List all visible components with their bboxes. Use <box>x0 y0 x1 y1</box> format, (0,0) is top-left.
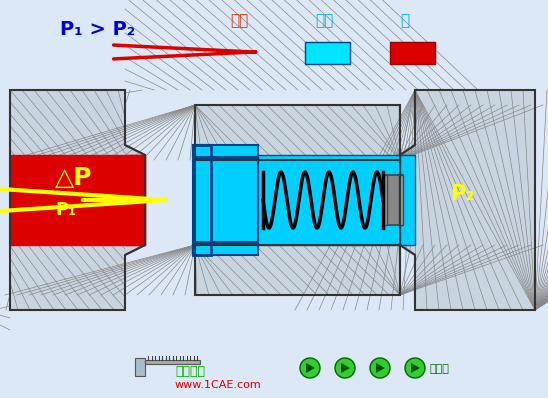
Polygon shape <box>306 363 315 373</box>
Circle shape <box>405 358 425 378</box>
FancyBboxPatch shape <box>10 155 145 245</box>
FancyBboxPatch shape <box>193 145 211 255</box>
FancyBboxPatch shape <box>195 105 400 160</box>
FancyBboxPatch shape <box>195 158 258 242</box>
Circle shape <box>335 358 355 378</box>
Text: 仿真在线: 仿真在线 <box>175 365 205 378</box>
FancyBboxPatch shape <box>385 175 403 225</box>
Text: 孔隙: 孔隙 <box>230 13 248 28</box>
FancyBboxPatch shape <box>383 175 387 225</box>
Text: P₂: P₂ <box>450 184 475 204</box>
Polygon shape <box>376 363 385 373</box>
Text: P₁: P₁ <box>55 201 76 219</box>
Text: 返回上: 返回上 <box>430 364 450 374</box>
Polygon shape <box>400 90 535 310</box>
Bar <box>195 105 400 160</box>
FancyBboxPatch shape <box>195 245 400 295</box>
FancyBboxPatch shape <box>193 145 258 157</box>
Bar <box>195 245 400 295</box>
Circle shape <box>300 358 320 378</box>
Circle shape <box>370 358 390 378</box>
Polygon shape <box>10 90 145 310</box>
FancyBboxPatch shape <box>195 155 410 245</box>
FancyBboxPatch shape <box>145 360 200 364</box>
FancyBboxPatch shape <box>400 155 415 245</box>
Text: www.1CAE.com: www.1CAE.com <box>175 380 262 390</box>
FancyBboxPatch shape <box>399 175 403 225</box>
Polygon shape <box>411 363 420 373</box>
FancyBboxPatch shape <box>125 155 145 245</box>
FancyBboxPatch shape <box>305 42 350 64</box>
FancyBboxPatch shape <box>193 243 258 255</box>
Text: 活塞: 活塞 <box>315 13 333 28</box>
Text: P₁ > P₂: P₁ > P₂ <box>60 20 135 39</box>
Text: △P: △P <box>55 166 93 190</box>
FancyBboxPatch shape <box>390 42 435 64</box>
Bar <box>193 145 211 255</box>
Text: 油: 油 <box>400 13 409 28</box>
Polygon shape <box>341 363 350 373</box>
FancyBboxPatch shape <box>135 358 145 376</box>
